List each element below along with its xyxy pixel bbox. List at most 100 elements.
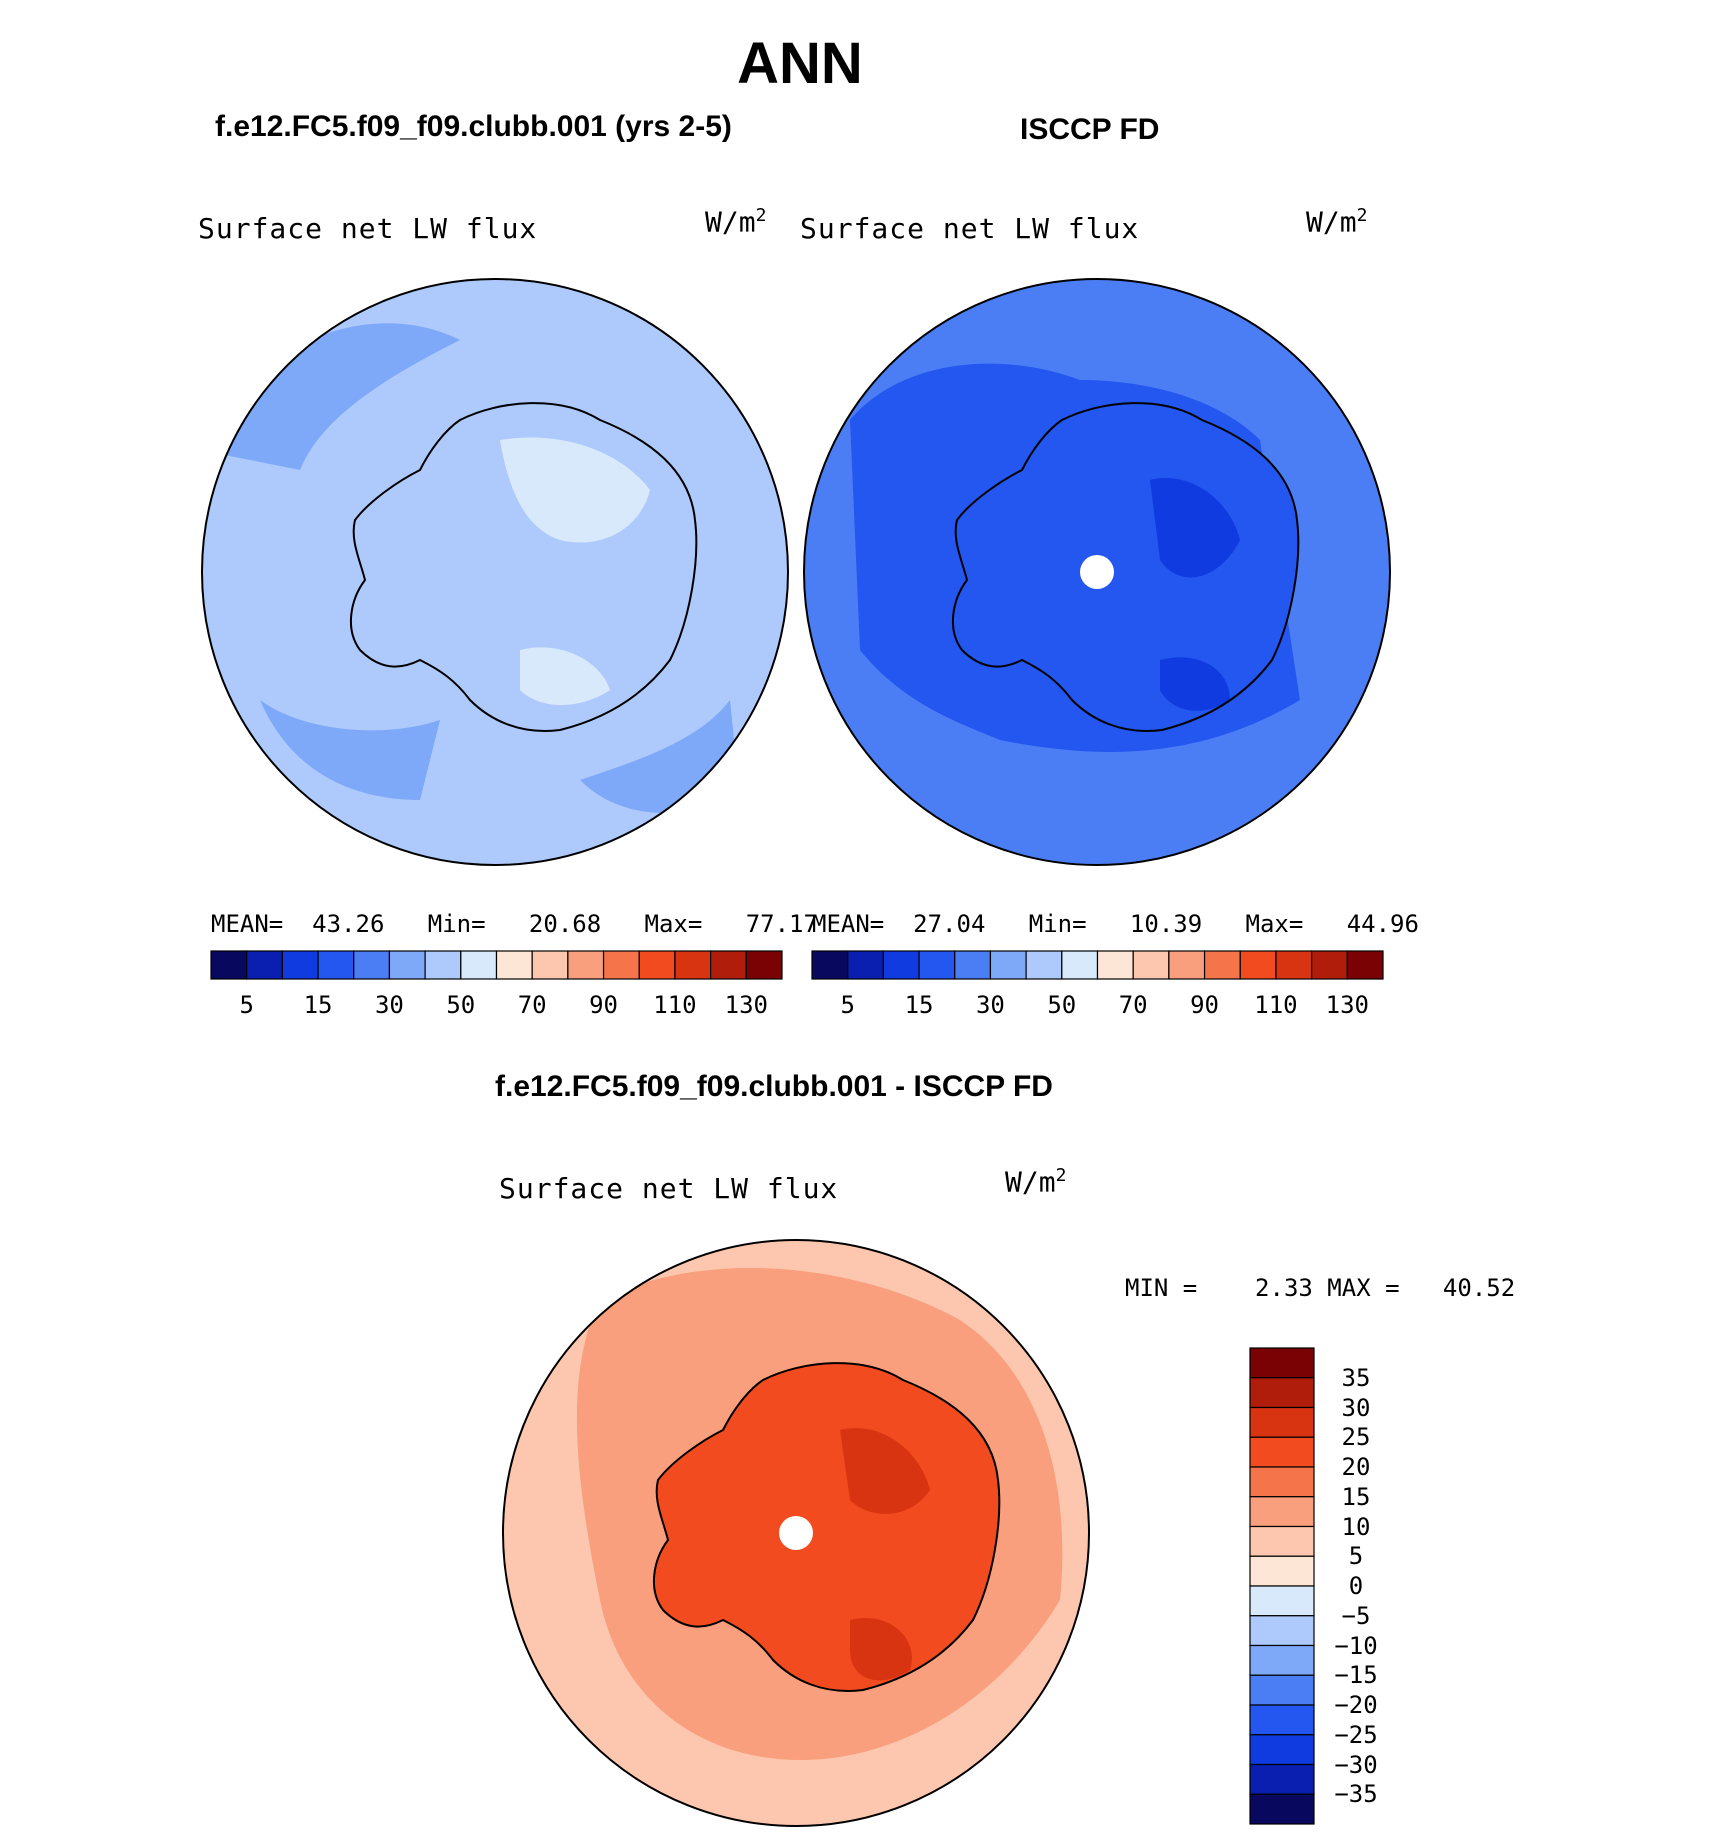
colorbar-cell (567, 950, 605, 980)
colorbar-cell (1096, 950, 1134, 980)
colorbar-cell (495, 950, 533, 980)
diff-map-border (502, 1239, 1090, 1827)
colorbar-tick-label: 70 (1118, 991, 1148, 1019)
colorbar-cell (1311, 950, 1348, 980)
colorbar-cell (246, 950, 283, 980)
colorbar-tick-label: 90 (589, 991, 619, 1019)
colorbar-cell (811, 950, 849, 980)
colorbar-cell (531, 950, 569, 980)
diff-colorbar (1249, 1347, 1315, 1825)
colorbar-tick-label: 5 (840, 991, 855, 1019)
colorbar-cell (918, 950, 956, 980)
colorbar-cell (1203, 950, 1241, 980)
diff-variable-label: Surface net LW flux (499, 1172, 839, 1205)
diff-polar-map (502, 1239, 1090, 1827)
obs-antarctica-field (952, 403, 1299, 731)
colorbar-cell (1061, 950, 1099, 980)
colorbar-tick-label: 110 (653, 991, 697, 1019)
colorbar-cell (1249, 1585, 1315, 1617)
obs-pole-hole (1080, 555, 1114, 589)
diff-panel-title: f.e12.FC5.f09_f09.clubb.001 - ISCCP FD (495, 1070, 1053, 1103)
colorbar-cell (424, 950, 462, 980)
diff-coastline (652, 1362, 1001, 1692)
colorbar-tick-label: 130 (1325, 991, 1369, 1019)
colorbar-cell (674, 950, 712, 980)
colorbar-tick-label: −10 (1334, 1631, 1378, 1660)
colorbar-tick-label: −5 (1341, 1601, 1371, 1630)
colorbar-tick-label: 50 (446, 991, 476, 1019)
colorbar-cell (1275, 950, 1313, 980)
model-contour-region (520, 647, 610, 705)
colorbar-cell (1249, 1793, 1315, 1825)
obs-contour-region (1150, 478, 1240, 578)
colorbar-tick-label: 30 (374, 991, 404, 1019)
colorbar-cell (1249, 1704, 1315, 1736)
colorbar-cell (954, 950, 992, 980)
colorbar-cell (460, 950, 498, 980)
diff-contour-region (850, 1618, 912, 1681)
model-contour-region (202, 323, 460, 470)
diff-contour-region (840, 1428, 930, 1514)
colorbar-cell (1168, 950, 1206, 980)
colorbar-tick-label: 110 (1254, 991, 1298, 1019)
diff-stats: MIN = 2.33 MAX = 40.52 (1125, 1274, 1516, 1302)
colorbar-cell (1249, 1496, 1315, 1528)
colorbar-tick-label: 130 (724, 991, 768, 1019)
colorbar-cell (1025, 950, 1063, 980)
colorbar-tick-label: 90 (1190, 991, 1220, 1019)
diff-units-label: W/m2 (1005, 1165, 1067, 1199)
obs-contour-region (1160, 657, 1230, 711)
colorbar-tick-label: 15 (1341, 1482, 1371, 1511)
figure-title: ANN (737, 31, 863, 96)
model-polar-map (201, 278, 789, 866)
model-units-label: W/m2 (705, 205, 767, 239)
model-colorbar (210, 950, 783, 980)
colorbar-cell (1249, 1347, 1315, 1379)
colorbar-cell (1249, 1377, 1315, 1409)
model-contour-region (500, 437, 650, 543)
colorbar-tick-label: 5 (239, 991, 254, 1019)
colorbar-cell (989, 950, 1027, 980)
colorbar-tick-label: 5 (1348, 1542, 1364, 1571)
colorbar-cell (1249, 1406, 1315, 1438)
colorbar-tick-label: 35 (1341, 1363, 1371, 1392)
colorbar-cell (1249, 1763, 1315, 1795)
colorbar-cell (1132, 950, 1170, 980)
colorbar-cell (1346, 950, 1384, 980)
colorbar-cell (882, 950, 920, 980)
colorbar-tick-label: −35 (1334, 1780, 1378, 1809)
model-coastline (349, 402, 698, 732)
colorbar-cell (388, 950, 426, 980)
colorbar-cell (1239, 950, 1277, 980)
colorbar-tick-label: 25 (1341, 1423, 1371, 1452)
colorbar-tick-label: 50 (1047, 991, 1077, 1019)
colorbar-cell (1249, 1436, 1315, 1468)
colorbar-tick-label: 70 (517, 991, 547, 1019)
obs-colorbar (811, 950, 1384, 980)
obs-map-border (803, 278, 1391, 866)
model-contour-region (260, 700, 440, 800)
colorbar-cell (710, 950, 747, 980)
colorbar-tick-label: −25 (1334, 1720, 1378, 1749)
obs-panel-title: ISCCP FD (1020, 113, 1160, 146)
colorbar-cell (1249, 1525, 1315, 1557)
colorbar-tick-label: 0 (1348, 1572, 1364, 1600)
colorbar-cell (1249, 1615, 1315, 1647)
colorbar-tick-label: 15 (303, 991, 333, 1019)
obs-units-label: W/m2 (1306, 205, 1368, 239)
obs-coastline (951, 402, 1300, 732)
colorbar-cell (847, 950, 884, 980)
colorbar-cell (1249, 1674, 1315, 1706)
colorbar-tick-label: 15 (904, 991, 934, 1019)
colorbar-tick-label: 30 (975, 991, 1005, 1019)
model-map-border (201, 278, 789, 866)
colorbar-cell (602, 950, 640, 980)
model-stats: MEAN= 43.26 Min= 20.68 Max= 77.17 (211, 910, 818, 938)
colorbar-cell (281, 950, 319, 980)
obs-variable-label: Surface net LW flux (800, 212, 1140, 245)
diff-antarctica-field (653, 1363, 1000, 1691)
colorbar-tick-label: −15 (1334, 1661, 1378, 1690)
colorbar-tick-label: 10 (1341, 1512, 1371, 1541)
colorbar-cell (210, 950, 248, 980)
obs-stats: MEAN= 27.04 Min= 10.39 Max= 44.96 (812, 910, 1419, 938)
